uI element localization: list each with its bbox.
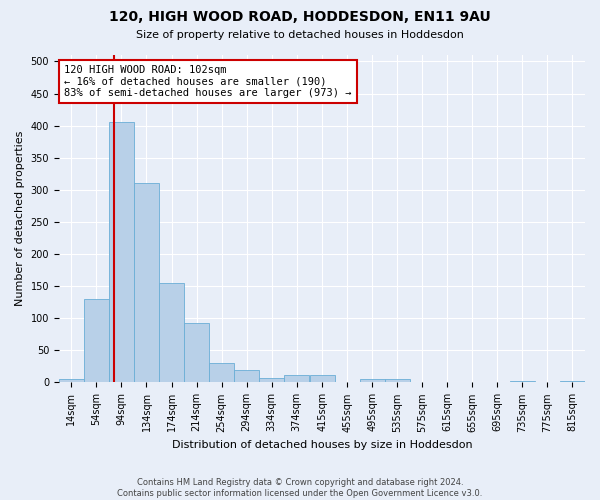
Bar [510, 380, 535, 382]
Y-axis label: Number of detached properties: Number of detached properties [15, 131, 25, 306]
Bar [134, 184, 159, 382]
Bar [109, 122, 134, 382]
Bar [310, 374, 335, 382]
Bar [59, 379, 84, 382]
Text: Contains HM Land Registry data © Crown copyright and database right 2024.
Contai: Contains HM Land Registry data © Crown c… [118, 478, 482, 498]
Bar [259, 378, 284, 382]
Bar [234, 370, 259, 382]
Bar [209, 363, 234, 382]
X-axis label: Distribution of detached houses by size in Hoddesdon: Distribution of detached houses by size … [172, 440, 472, 450]
Text: Size of property relative to detached houses in Hoddesdon: Size of property relative to detached ho… [136, 30, 464, 40]
Bar [385, 379, 410, 382]
Bar [360, 379, 385, 382]
Bar [284, 374, 309, 382]
Bar [84, 299, 109, 382]
Text: 120 HIGH WOOD ROAD: 102sqm
← 16% of detached houses are smaller (190)
83% of sem: 120 HIGH WOOD ROAD: 102sqm ← 16% of deta… [64, 65, 352, 98]
Bar [159, 283, 184, 382]
Text: 120, HIGH WOOD ROAD, HODDESDON, EN11 9AU: 120, HIGH WOOD ROAD, HODDESDON, EN11 9AU [109, 10, 491, 24]
Bar [560, 381, 585, 382]
Bar [184, 322, 209, 382]
